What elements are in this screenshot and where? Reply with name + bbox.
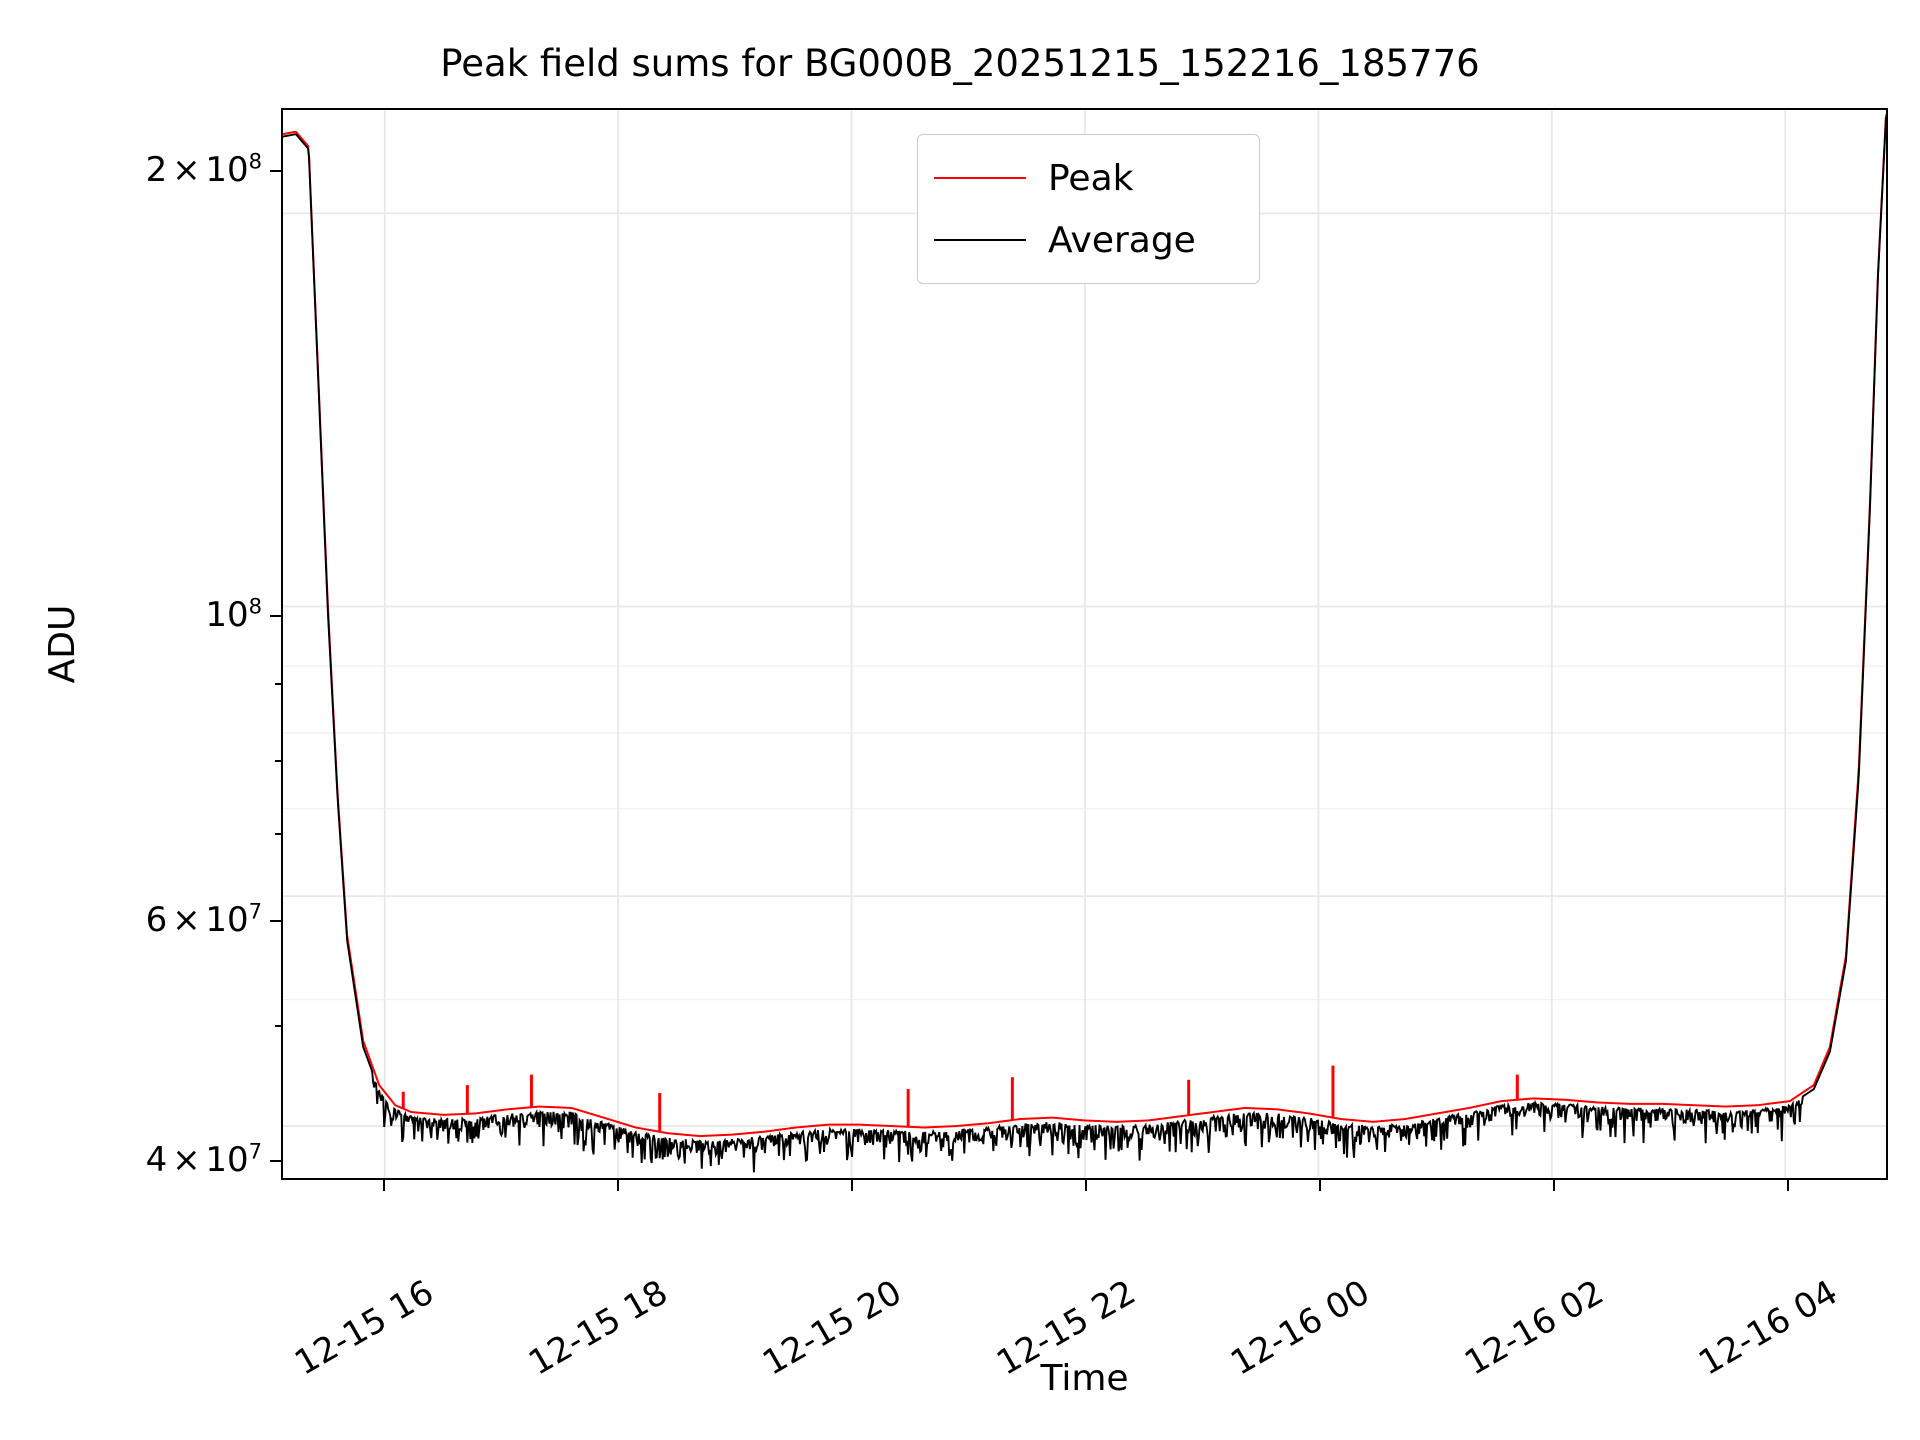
x-tick-mark bbox=[617, 1180, 620, 1191]
legend-item-peak[interactable]: Peak bbox=[918, 147, 1259, 209]
x-tick-label: 12-15 22 bbox=[990, 1272, 1143, 1384]
grid-lines bbox=[283, 110, 1886, 1178]
y-tick-mark bbox=[270, 615, 281, 618]
x-tick-label: 12-15 18 bbox=[522, 1272, 675, 1384]
y-minor-tick-mark bbox=[275, 833, 281, 835]
legend-item-average[interactable]: Average bbox=[918, 209, 1259, 271]
series-lines bbox=[283, 114, 1886, 1173]
y-axis-tick-labels: 2 × 108 108 6 × 107 4 × 107 bbox=[0, 0, 262, 1440]
y-minor-tick-mark bbox=[275, 760, 281, 762]
x-tick-mark bbox=[851, 1180, 854, 1191]
y-tick-label: 6 × 107 bbox=[145, 898, 262, 940]
x-tick-mark bbox=[1553, 1180, 1556, 1191]
page-title: Peak field sums for BG000B_20251215_1522… bbox=[440, 42, 1480, 85]
legend: Peak Average bbox=[917, 134, 1260, 284]
x-axis-label: Time bbox=[1040, 1358, 1129, 1399]
legend-swatch-peak bbox=[934, 177, 1026, 179]
y-minor-tick-mark bbox=[275, 1025, 281, 1027]
y-tick-mark bbox=[270, 1160, 281, 1163]
legend-label-average: Average bbox=[1048, 219, 1196, 261]
x-tick-label: 12-16 04 bbox=[1692, 1272, 1845, 1384]
x-tick-mark bbox=[383, 1180, 386, 1191]
y-tick-mark bbox=[270, 170, 281, 173]
y-tick-label: 2 × 108 bbox=[145, 148, 262, 190]
y-minor-tick-mark bbox=[275, 683, 281, 685]
x-tick-mark bbox=[1085, 1180, 1088, 1191]
x-tick-label: 12-15 20 bbox=[756, 1272, 909, 1384]
y-tick-mark bbox=[270, 920, 281, 923]
x-tick-mark bbox=[1787, 1180, 1790, 1191]
x-tick-label: 12-15 16 bbox=[288, 1272, 441, 1384]
y-tick-label: 108 bbox=[205, 593, 262, 635]
peak-line bbox=[283, 114, 1886, 1138]
average-line bbox=[283, 117, 1886, 1173]
legend-swatch-average bbox=[934, 239, 1026, 241]
x-tick-label: 12-16 00 bbox=[1224, 1272, 1377, 1384]
y-tick-label: 4 × 107 bbox=[145, 1138, 262, 1180]
x-tick-mark bbox=[1319, 1180, 1322, 1191]
x-tick-label: 12-16 02 bbox=[1458, 1272, 1611, 1384]
plot-svg bbox=[283, 110, 1886, 1178]
plot-area bbox=[281, 108, 1888, 1180]
legend-label-peak: Peak bbox=[1048, 157, 1134, 199]
